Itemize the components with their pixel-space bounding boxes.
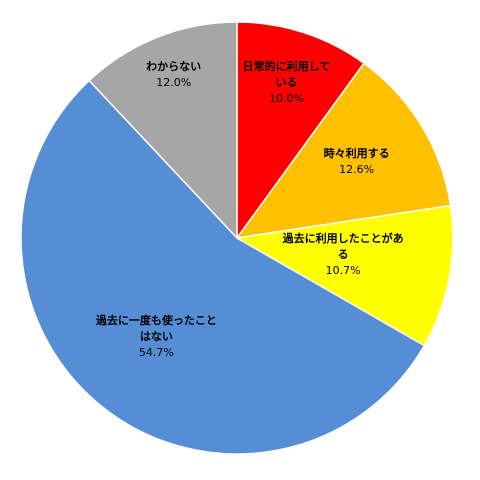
pie-slice	[88, 21, 238, 240]
label-line: いる	[275, 76, 297, 89]
pie-slice	[20, 79, 426, 455]
label-line: 時々利用する	[324, 146, 390, 160]
label-line: わからない	[146, 60, 201, 73]
slice-label: 時々利用する	[324, 146, 390, 160]
label-line: 日常的に利用して	[243, 59, 331, 73]
value-label: 10.0%	[269, 92, 304, 105]
label-line: 過去に利用したことがあ	[282, 231, 404, 245]
pie-slice	[236, 21, 366, 241]
value-label: 12.6%	[339, 163, 374, 176]
value-label: 10.7%	[326, 264, 361, 277]
label-line: はない	[140, 330, 173, 343]
value-label: 12.0%	[156, 76, 191, 89]
value-label: 54.7%	[139, 346, 174, 359]
slice-label: 日常的に利用している	[243, 59, 331, 89]
slice-label: 過去に一度も使ったことはない	[95, 313, 217, 343]
slice-label: わからない	[146, 60, 201, 73]
pie-slice	[235, 62, 452, 240]
label-line: る	[338, 248, 349, 261]
pie-slice	[234, 204, 454, 347]
slice-label: 過去に利用したことがある	[282, 231, 404, 261]
label-line: 過去に一度も使ったこと	[95, 313, 217, 327]
